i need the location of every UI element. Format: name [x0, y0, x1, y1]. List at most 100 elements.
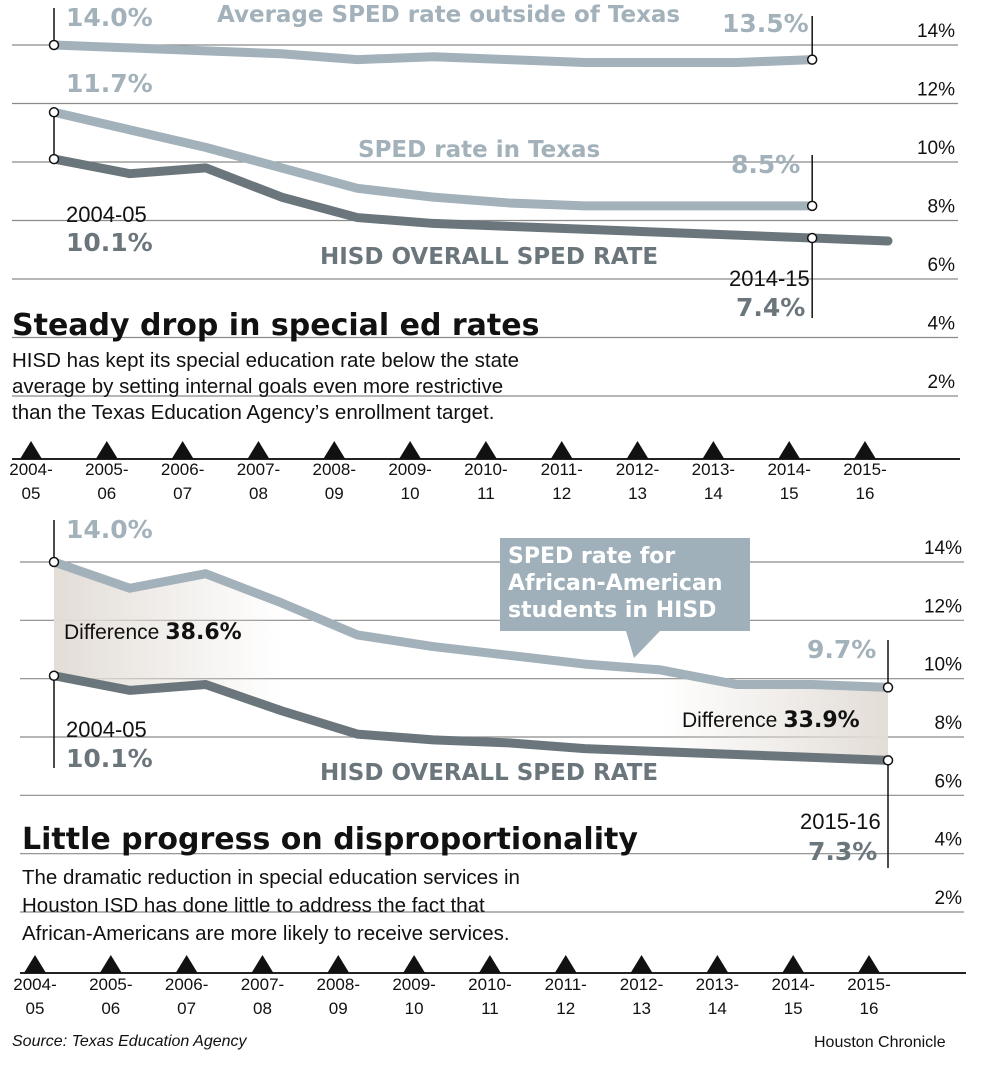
x-tick-label-top: 2010- [464, 460, 507, 479]
x-tick-label-bottom: 13 [632, 999, 651, 1018]
diff-end-label: Difference [682, 709, 777, 732]
x-tick-label-top: 2013- [692, 460, 735, 479]
y-tick-label: 2% [935, 888, 963, 909]
data-point-marker [48, 39, 60, 51]
x-tick-marker [858, 955, 880, 973]
x-tick-label-top: 2006- [165, 975, 208, 994]
x-tick-label-bottom: 10 [401, 484, 420, 503]
x-tick-marker [554, 955, 577, 973]
hisd-start-year: 2004-05 [66, 202, 147, 227]
x-tick-label-top: 2008- [317, 975, 360, 994]
x-tick-label-bottom: 08 [249, 484, 268, 503]
diff-start: Difference 38.6% [64, 620, 242, 645]
x-tick-marker [550, 441, 573, 459]
y-tick-label: 2% [928, 372, 956, 393]
diff-end: Difference 33.9% [682, 708, 860, 733]
x-tick-label-top: 2006- [161, 460, 204, 479]
x-tick-marker [630, 955, 653, 973]
chart-1-desc-line-3: than the Texas Education Agency’s enroll… [12, 401, 494, 424]
x-tick-label-bottom: 10 [405, 999, 424, 1018]
data-point-marker [48, 556, 60, 568]
series-line-sped-rate-in-texas [49, 107, 817, 211]
hisd-start-value: 10.1% [66, 228, 153, 257]
x-tick-label-top: 2007- [237, 460, 280, 479]
texas-start-label: 11.7% [66, 69, 153, 98]
chart-2-desc-line-2: Houston ISD has done little to address t… [22, 894, 485, 917]
chart-1-desc-line-1: HISD has kept its special education rate… [12, 349, 519, 372]
data-point-marker [882, 755, 894, 766]
hisd-series-label: HISD OVERALL SPED RATE [320, 244, 658, 270]
series-line-sped-rate-for-african-american-students-in-hisd [49, 557, 893, 692]
callout-line-1: SPED rate for [508, 544, 675, 569]
x-tick-marker [626, 441, 649, 459]
hisd2-end-year: 2015-16 [800, 809, 881, 834]
outside-series-label: Average SPED rate outside of Texas [217, 2, 680, 28]
source-note: Source: Texas Education Agency [12, 1033, 248, 1050]
data-point-marker [882, 682, 894, 693]
x-tick-label-bottom: 09 [329, 999, 348, 1018]
credit: Houston Chronicle [814, 1034, 946, 1051]
x-tick-marker [171, 441, 194, 459]
aa-end-label: 9.7% [807, 635, 876, 664]
y-tick-label: 10% [917, 138, 955, 159]
x-tick-marker [854, 441, 876, 459]
x-tick-label-bottom: 16 [860, 999, 879, 1018]
x-tick-label-bottom: 15 [784, 999, 803, 1018]
x-tick-label-top: 2007- [241, 975, 284, 994]
chart-2-desc-line-1: The dramatic reduction in special educat… [22, 866, 520, 889]
x-tick-marker [782, 955, 805, 973]
x-tick-marker [706, 955, 729, 973]
x-tick-label-top: 2013- [696, 975, 739, 994]
data-point-marker [48, 107, 60, 118]
texas-end-label: 8.5% [731, 150, 800, 179]
x-tick-marker [20, 441, 42, 459]
data-point-marker [806, 54, 818, 65]
x-tick-label-top: 2009- [392, 975, 435, 994]
aa-start-label: 14.0% [66, 515, 153, 544]
diff-end-value: 33.9% [783, 708, 859, 733]
texas-series-label: SPED rate in Texas [358, 137, 600, 163]
hisd2-series-label: HISD OVERALL SPED RATE [320, 760, 658, 786]
x-tick-marker [399, 441, 422, 459]
chart-2-desc-line-3: African-Americans are more likely to rec… [22, 922, 510, 945]
x-tick-label-bottom: 16 [856, 484, 875, 503]
hisd-end-value: 7.4% [736, 293, 805, 322]
y-tick-label: 8% [928, 197, 956, 218]
chart-steady-drop: 14%12%10%8%6%4%2% 2004-052005-062006-072… [9, 2, 960, 503]
x-tick-label-bottom: 08 [253, 999, 272, 1018]
y-tick-label: 14% [924, 538, 962, 559]
callout-pointer [626, 631, 660, 658]
y-tick-label: 4% [935, 830, 963, 851]
x-tick-marker [778, 441, 801, 459]
x-tick-label-top: 2010- [468, 975, 511, 994]
data-point-marker [48, 153, 60, 165]
x-tick-label-bottom: 05 [26, 999, 45, 1018]
data-point-marker [806, 232, 818, 244]
hisd2-start-year: 2004-05 [66, 717, 147, 742]
x-tick-marker [327, 955, 350, 973]
x-tick-label-bottom: 11 [481, 999, 499, 1018]
callout-line-2: African-American [508, 571, 722, 596]
y-tick-label: 4% [928, 314, 956, 335]
x-tick-label-bottom: 06 [97, 484, 116, 503]
callout-line-3: students in HISD [508, 598, 716, 623]
x-tick-label-bottom: 14 [708, 999, 727, 1018]
chart-2-title: Little progress on disproportionality [22, 822, 638, 857]
data-point-marker [48, 670, 60, 681]
x-tick-label-bottom: 07 [173, 484, 192, 503]
x-tick-label-top: 2004- [13, 975, 56, 994]
data-point-marker [806, 200, 818, 212]
x-tick-label-top: 2015- [843, 460, 886, 479]
x-tick-marker [247, 441, 270, 459]
x-tick-label-bottom: 07 [177, 999, 196, 1018]
x-tick-marker [99, 955, 122, 973]
x-tick-label-bottom: 12 [552, 484, 571, 503]
y-tick-label: 14% [917, 21, 955, 42]
x-tick-marker [323, 441, 346, 459]
x-tick-label-top: 2005- [85, 460, 128, 479]
x-tick-label-bottom: 05 [22, 484, 41, 503]
y-tick-label: 6% [928, 255, 956, 276]
outside-end-label: 13.5% [722, 9, 809, 38]
x-tick-label-top: 2005- [89, 975, 132, 994]
